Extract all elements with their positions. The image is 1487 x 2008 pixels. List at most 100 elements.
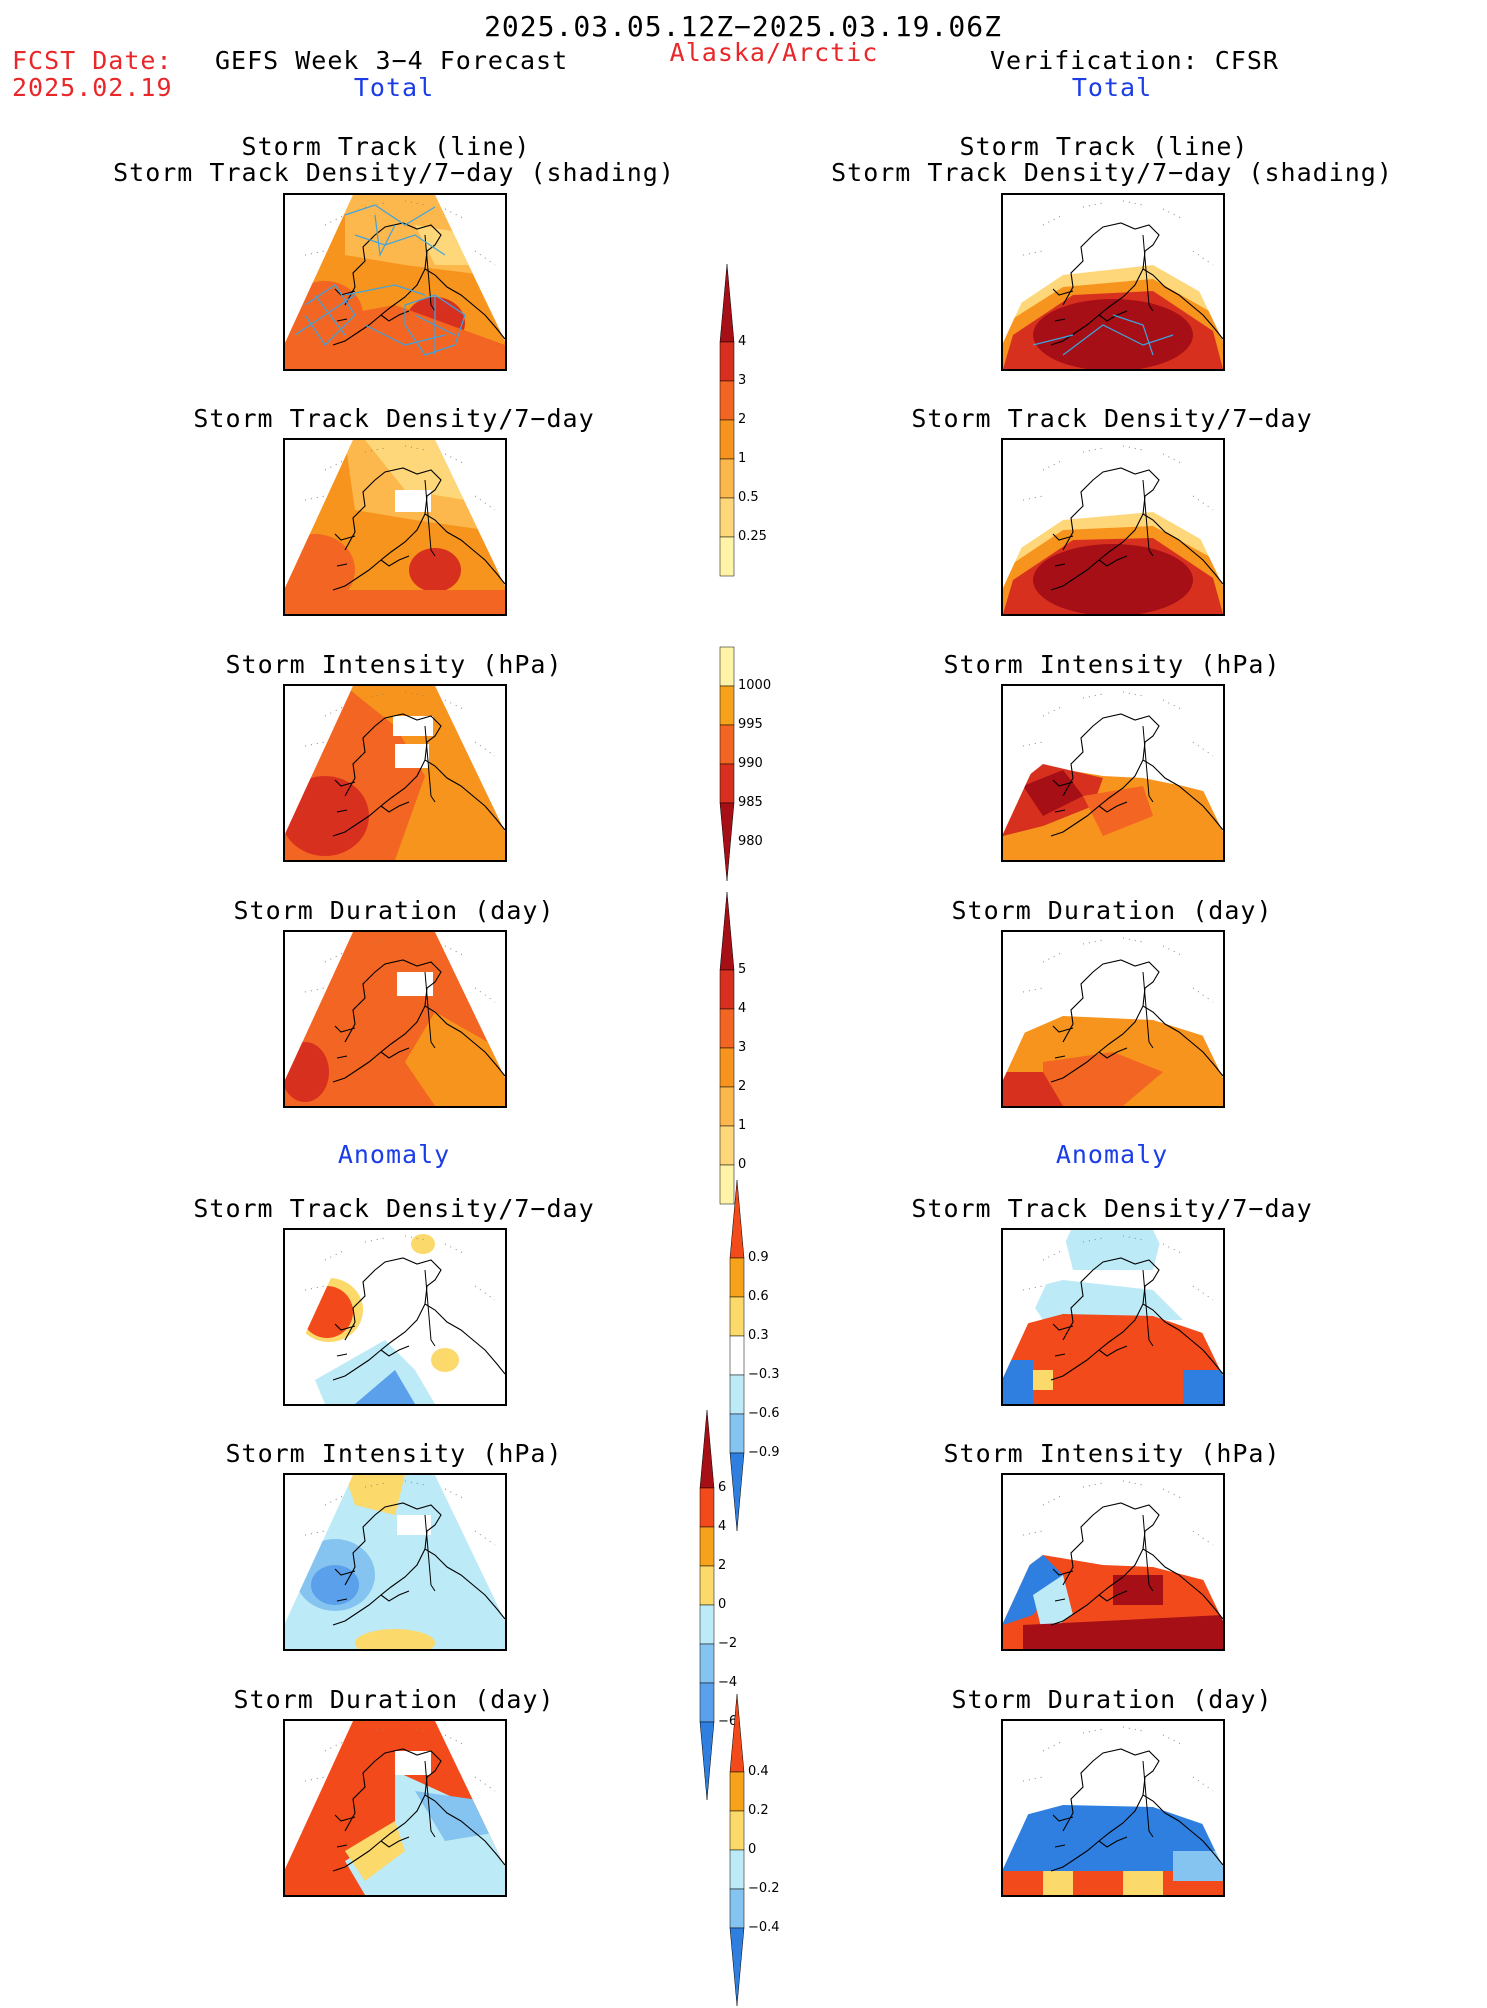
colorbar-label: 1 bbox=[738, 451, 747, 466]
shade-region bbox=[355, 1629, 435, 1649]
map-verification-duration bbox=[1001, 930, 1225, 1108]
colorbar-label: 4 bbox=[738, 334, 747, 349]
border-line bbox=[1142, 1269, 1154, 1347]
map-canvas bbox=[285, 1475, 505, 1649]
colorbar-swatch bbox=[699, 1409, 715, 1489]
border-line bbox=[424, 1269, 436, 1347]
colorbar-swatch bbox=[729, 1413, 745, 1454]
coastline bbox=[1050, 222, 1223, 346]
colorbar-label: 4 bbox=[718, 1519, 727, 1534]
shade-region bbox=[397, 1515, 431, 1535]
border-line bbox=[1142, 1514, 1154, 1592]
colorbar-label: 2 bbox=[718, 1558, 727, 1573]
map-verification-track-density bbox=[1001, 193, 1225, 371]
map-verification-anom-density bbox=[1001, 1228, 1225, 1406]
map-canvas bbox=[285, 1721, 505, 1895]
map-verification-anom-duration bbox=[1001, 1719, 1225, 1897]
right-track-title-shading: Storm Track Density/7−day (shading) bbox=[831, 158, 1393, 187]
left-anom-intensity-title: Storm Intensity (hPa) bbox=[225, 1439, 563, 1468]
left-intensity-title: Storm Intensity (hPa) bbox=[225, 650, 563, 679]
coastline bbox=[1050, 467, 1223, 591]
colorbar-swatch bbox=[729, 1888, 745, 1929]
border-line bbox=[424, 1514, 436, 1592]
verification-title: Verification: CFSR bbox=[990, 46, 1279, 75]
border-line bbox=[1142, 1760, 1154, 1838]
colorbar-label: −0.2 bbox=[748, 1881, 780, 1896]
colorbar-label: 3 bbox=[738, 373, 747, 388]
shade-region bbox=[1023, 1615, 1223, 1649]
right-density-title: Storm Track Density/7−day bbox=[911, 404, 1313, 433]
colorbar-swatch bbox=[719, 646, 735, 687]
shade-region bbox=[1003, 1314, 1223, 1404]
border-line bbox=[1142, 234, 1154, 312]
shade-region bbox=[1043, 1052, 1163, 1106]
left-track-title-line: Storm Track (line) bbox=[241, 132, 531, 161]
colorbar-swatch bbox=[719, 1047, 735, 1088]
border-line bbox=[424, 1760, 436, 1838]
colorbar-swatch bbox=[719, 341, 735, 382]
colorbar-swatch bbox=[699, 1526, 715, 1567]
shade-region bbox=[1033, 1575, 1073, 1635]
border-line bbox=[1142, 971, 1154, 1049]
left-track-title-shading: Storm Track Density/7−day (shading) bbox=[113, 158, 675, 187]
date-range-title: 2025.03.05.12Z−2025.03.19.06Z bbox=[484, 10, 1002, 43]
right-duration-title: Storm Duration (day) bbox=[951, 896, 1273, 925]
map-canvas bbox=[285, 440, 505, 614]
shade-region bbox=[1043, 1871, 1073, 1895]
colorbar-label: 0.9 bbox=[748, 1250, 769, 1265]
colorbar-swatch bbox=[729, 1849, 745, 1890]
shade-region bbox=[1123, 1871, 1163, 1895]
border-line bbox=[424, 725, 436, 803]
colorbar-swatch bbox=[699, 1643, 715, 1684]
shade-region bbox=[395, 490, 431, 512]
map-canvas bbox=[1003, 1721, 1223, 1895]
colorbar-swatch bbox=[719, 536, 735, 577]
colorbar-swatch bbox=[719, 1125, 735, 1166]
shade-region bbox=[393, 716, 433, 736]
colorbar-label: 0.3 bbox=[748, 1328, 769, 1343]
colorbar-label: 0.6 bbox=[748, 1289, 769, 1304]
colorbar-swatch bbox=[719, 1086, 735, 1127]
colorbar-label: 0 bbox=[718, 1597, 727, 1612]
coastline bbox=[332, 713, 505, 837]
coastline bbox=[1050, 713, 1223, 837]
colorbar-label: 0 bbox=[748, 1842, 757, 1857]
region-title: Alaska/Arctic bbox=[669, 38, 879, 67]
map-forecast-anom-density bbox=[283, 1228, 507, 1406]
shade-region bbox=[311, 1565, 359, 1605]
right-track-title-line: Storm Track (line) bbox=[959, 132, 1249, 161]
map-forecast-track-density bbox=[283, 193, 507, 371]
coastline bbox=[332, 222, 505, 346]
left-density-title: Storm Track Density/7−day bbox=[193, 404, 595, 433]
shade-region bbox=[431, 1348, 459, 1372]
shade-region bbox=[285, 305, 505, 369]
shade-region bbox=[285, 776, 369, 856]
storm-track-lines bbox=[1032, 314, 1174, 356]
shade-region bbox=[397, 972, 433, 996]
shade-region bbox=[1113, 1575, 1163, 1605]
section-anomaly-left: Anomaly bbox=[337, 1140, 451, 1169]
left-anom-duration-title: Storm Duration (day) bbox=[233, 1685, 555, 1714]
border-line bbox=[1142, 479, 1154, 557]
section-total-left: Total bbox=[353, 73, 435, 102]
colorbar-swatch bbox=[729, 1296, 745, 1337]
storm-track-lines bbox=[294, 204, 466, 356]
colorbar-swatch bbox=[719, 969, 735, 1010]
colorbar-label: −0.3 bbox=[748, 1367, 780, 1382]
shade-region bbox=[1063, 1230, 1163, 1270]
map-verification-anom-intensity bbox=[1001, 1473, 1225, 1651]
right-anom-density-title: Storm Track Density/7−day bbox=[911, 1194, 1313, 1223]
shade-region bbox=[1033, 299, 1193, 369]
colorbar-label: 4 bbox=[738, 1001, 747, 1016]
colorbar-label: −2 bbox=[718, 1636, 738, 1651]
shade-region bbox=[1003, 1555, 1063, 1625]
colorbar-swatch bbox=[699, 1565, 715, 1606]
shade-region bbox=[285, 590, 505, 614]
shade-region bbox=[409, 548, 461, 592]
colorbar-swatch bbox=[719, 763, 735, 804]
section-total-right: Total bbox=[1071, 73, 1153, 102]
map-forecast-intensity bbox=[283, 684, 507, 862]
colorbar-label: 0.4 bbox=[748, 1764, 769, 1779]
colorbar-label: 0.5 bbox=[738, 490, 759, 505]
map-canvas bbox=[285, 1230, 505, 1404]
